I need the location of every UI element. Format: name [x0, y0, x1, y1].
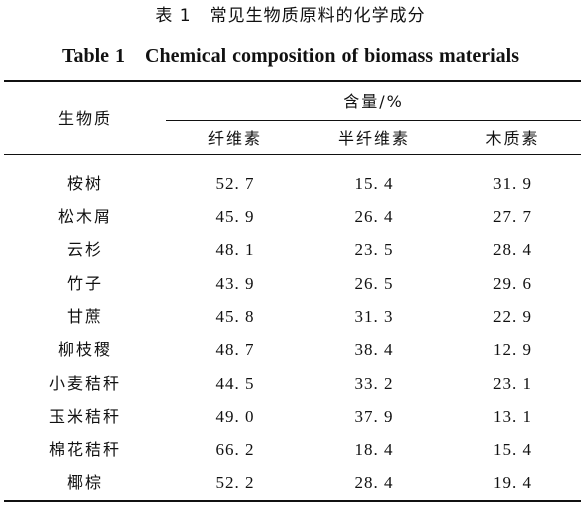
row-biomass-name: 棉花秸秆 [48, 440, 121, 459]
table-row: 玉米秸秆 49. 0 37. 9 13. 1 [0, 401, 581, 434]
header-lignin: 木质素 [485, 129, 540, 148]
header-content-percent: 含量/% [343, 92, 404, 111]
header-sub-rule [166, 120, 581, 121]
table-bottom-rule [4, 500, 581, 502]
row-lignin-value: 13. 1 [493, 407, 532, 426]
row-cellulose-value: 49. 0 [215, 407, 255, 426]
row-cellulose-value: 66. 2 [215, 440, 255, 459]
row-cellulose-value: 52. 2 [215, 473, 255, 492]
row-biomass-name: 玉米秸秆 [48, 407, 121, 426]
row-biomass-name: 云杉 [66, 240, 103, 259]
row-biomass-name: 小麦秸秆 [48, 374, 121, 393]
table-header-rule [4, 154, 581, 155]
row-biomass-name: 桉树 [66, 174, 103, 193]
table-row: 桉树 52. 7 15. 4 31. 9 [0, 168, 581, 201]
table-row: 柳枝稷 48. 7 38. 4 12. 9 [0, 334, 581, 367]
table-row: 椰棕 52. 2 28. 4 19. 4 [0, 467, 581, 500]
row-cellulose-value: 52. 7 [215, 174, 255, 193]
table-top-rule [4, 80, 581, 82]
row-hemicellulose-value: 31. 3 [354, 307, 394, 326]
row-hemicellulose-value: 28. 4 [354, 473, 394, 492]
table-row: 云杉 48. 1 23. 5 28. 4 [0, 234, 581, 267]
row-lignin-value: 31. 9 [493, 174, 532, 193]
header-cellulose: 纤维素 [207, 129, 262, 148]
row-biomass-name: 竹子 [66, 274, 103, 293]
row-lignin-value: 29. 6 [493, 274, 532, 293]
row-biomass-name: 甘蔗 [66, 307, 103, 326]
table-row: 小麦秸秆 44. 5 33. 2 23. 1 [0, 368, 581, 401]
row-lignin-value: 28. 4 [493, 240, 532, 259]
row-lignin-value: 19. 4 [493, 473, 532, 492]
row-biomass-name: 柳枝稷 [57, 340, 112, 359]
header-hemicellulose: 半纤维素 [337, 129, 410, 148]
table-row: 棉花秸秆 66. 2 18. 4 15. 4 [0, 434, 581, 467]
row-hemicellulose-value: 15. 4 [354, 174, 394, 193]
table-row: 竹子 43. 9 26. 5 29. 6 [0, 268, 581, 301]
row-lignin-value: 22. 9 [493, 307, 532, 326]
row-lignin-value: 23. 1 [493, 374, 532, 393]
row-biomass-name: 椰棕 [66, 473, 103, 492]
table-row: 松木屑 45. 9 26. 4 27. 7 [0, 201, 581, 234]
row-cellulose-value: 48. 7 [215, 340, 255, 359]
header-biomass: 生物质 [57, 109, 112, 128]
row-hemicellulose-value: 38. 4 [354, 340, 394, 359]
row-hemicellulose-value: 33. 2 [354, 374, 394, 393]
row-lignin-value: 12. 9 [493, 340, 532, 359]
row-hemicellulose-value: 37. 9 [354, 407, 394, 426]
table-row: 甘蔗 45. 8 31. 3 22. 9 [0, 301, 581, 334]
table-caption-english: Table 1 Chemical composition of biomass … [61, 45, 520, 67]
row-hemicellulose-value: 26. 4 [354, 207, 394, 226]
row-hemicellulose-value: 26. 5 [354, 274, 394, 293]
row-hemicellulose-value: 23. 5 [354, 240, 394, 259]
row-biomass-name: 松木屑 [57, 207, 112, 226]
row-cellulose-value: 43. 9 [215, 274, 255, 293]
row-cellulose-value: 45. 8 [215, 307, 255, 326]
row-cellulose-value: 48. 1 [215, 240, 255, 259]
row-cellulose-value: 45. 9 [215, 207, 255, 226]
row-cellulose-value: 44. 5 [215, 374, 255, 393]
table-caption-chinese: 表 1 常见生物质原料的化学成分 [155, 6, 426, 26]
row-lignin-value: 27. 7 [493, 207, 532, 226]
row-lignin-value: 15. 4 [493, 440, 532, 459]
row-hemicellulose-value: 18. 4 [354, 440, 394, 459]
